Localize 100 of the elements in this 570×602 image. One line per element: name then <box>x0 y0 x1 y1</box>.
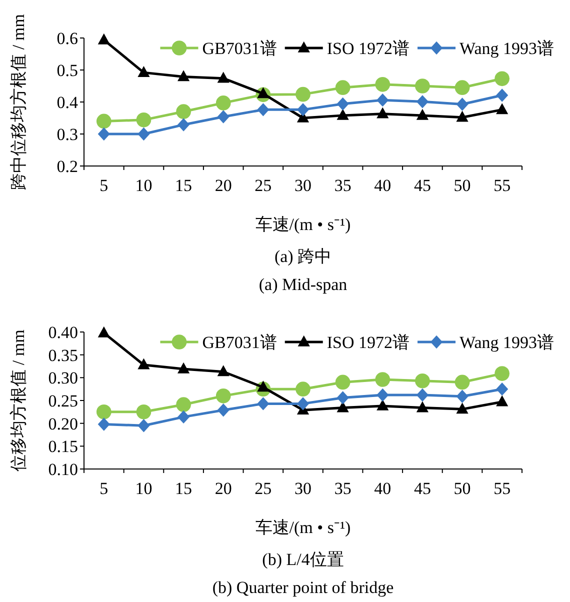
point <box>257 103 270 116</box>
x-tick-label: 40 <box>374 479 392 498</box>
x-tick-label: 30 <box>294 176 312 195</box>
x-tick-label: 45 <box>414 479 431 498</box>
point <box>177 118 190 132</box>
point <box>96 404 112 420</box>
x-tick-label: 55 <box>494 479 511 498</box>
x-tick-label: 50 <box>454 479 471 498</box>
point <box>336 108 349 120</box>
point <box>456 110 468 122</box>
y-tick-label: 0.40 <box>48 323 78 342</box>
text: (a) Mid-span <box>258 275 348 294</box>
text: (b) L/4位置 <box>262 550 344 569</box>
point <box>217 72 230 83</box>
point <box>336 391 349 404</box>
point <box>296 103 310 116</box>
point <box>454 80 470 96</box>
x-tick-label: 10 <box>135 176 152 195</box>
point <box>456 98 468 111</box>
point <box>454 374 470 390</box>
y-tick-label: 0.35 <box>48 346 78 365</box>
x-tick-label: 20 <box>214 176 232 195</box>
point <box>98 127 110 141</box>
point <box>257 380 270 392</box>
point <box>136 112 152 128</box>
x-tick-label: 55 <box>494 176 511 195</box>
y-tick-label: 0.30 <box>48 368 78 388</box>
point <box>296 382 310 397</box>
point <box>138 66 150 77</box>
point <box>416 95 429 108</box>
point <box>98 326 110 338</box>
x-tick-label: 35 <box>334 176 352 195</box>
y-tick-label: 0.15 <box>48 437 78 456</box>
point <box>136 404 152 420</box>
point <box>257 397 270 410</box>
point <box>336 97 349 111</box>
point <box>138 419 150 432</box>
x-tick-label: 30 <box>294 479 312 498</box>
point <box>415 373 430 388</box>
point <box>257 87 270 98</box>
point <box>296 397 310 410</box>
x-axis-title: 车速/(m • s⁻¹) <box>255 215 351 234</box>
point <box>98 33 110 44</box>
point <box>138 127 150 141</box>
y-axis-title: 跨中位移均方根值 / mm <box>9 14 28 190</box>
x-tick-label: 35 <box>334 479 352 498</box>
x-tick-label: 40 <box>374 176 392 195</box>
point <box>456 390 468 403</box>
point <box>494 366 510 381</box>
point <box>416 108 429 120</box>
y-tick-label: 0.25 <box>48 392 78 410</box>
point <box>496 395 508 406</box>
y-tick-label: 0.4 <box>56 93 78 112</box>
point <box>296 86 310 102</box>
point <box>416 401 429 412</box>
point <box>176 397 191 412</box>
point <box>177 362 190 374</box>
point <box>494 71 510 86</box>
x-tick-label: 20 <box>214 479 232 498</box>
point <box>376 399 389 410</box>
point <box>138 358 150 370</box>
point <box>496 103 508 114</box>
legend-label: Wang 1993谱 <box>460 39 554 58</box>
point <box>176 104 191 120</box>
point <box>375 76 390 92</box>
point <box>217 110 230 124</box>
text: (b) Quarter point of bridge <box>212 578 394 597</box>
y-tick-label: 0.5 <box>56 61 78 80</box>
point <box>376 93 389 107</box>
point <box>375 372 390 387</box>
x-tick-label: 15 <box>175 176 192 195</box>
x-tick-label: 50 <box>454 176 471 195</box>
point <box>496 382 508 396</box>
x-tick-label: 25 <box>254 176 272 195</box>
legend-label: Wang 1993谱 <box>460 333 554 352</box>
x-tick-label: 45 <box>414 176 431 195</box>
x-tick-label: 15 <box>175 479 192 498</box>
legend-label: ISO 1972谱 <box>326 39 410 58</box>
point <box>177 70 190 82</box>
x-tick-label: 5 <box>100 479 108 498</box>
point <box>456 402 468 414</box>
y-tick-label: 0.2 <box>56 157 78 176</box>
point <box>376 388 389 402</box>
point <box>217 403 230 417</box>
y-tick-label: 0.3 <box>56 125 78 144</box>
x-tick-label: 10 <box>135 479 152 498</box>
point <box>335 374 350 390</box>
x-tick-label: 5 <box>100 176 108 195</box>
point <box>216 388 231 404</box>
legend-label: GB7031谱 <box>202 39 277 58</box>
x-axis-title: 车速/(m • s⁻¹) <box>255 518 351 537</box>
point <box>376 107 389 118</box>
y-tick-label: 0.10 <box>48 460 78 479</box>
x-tick-label: 25 <box>254 479 272 498</box>
point <box>216 96 231 110</box>
y-tick-label: 0.20 <box>48 414 78 434</box>
text: (a) 跨中 <box>274 247 332 266</box>
point <box>177 410 190 424</box>
legend-label: ISO 1972谱 <box>326 333 410 352</box>
y-axis-title: 位移均方根值 / mm <box>9 330 28 472</box>
